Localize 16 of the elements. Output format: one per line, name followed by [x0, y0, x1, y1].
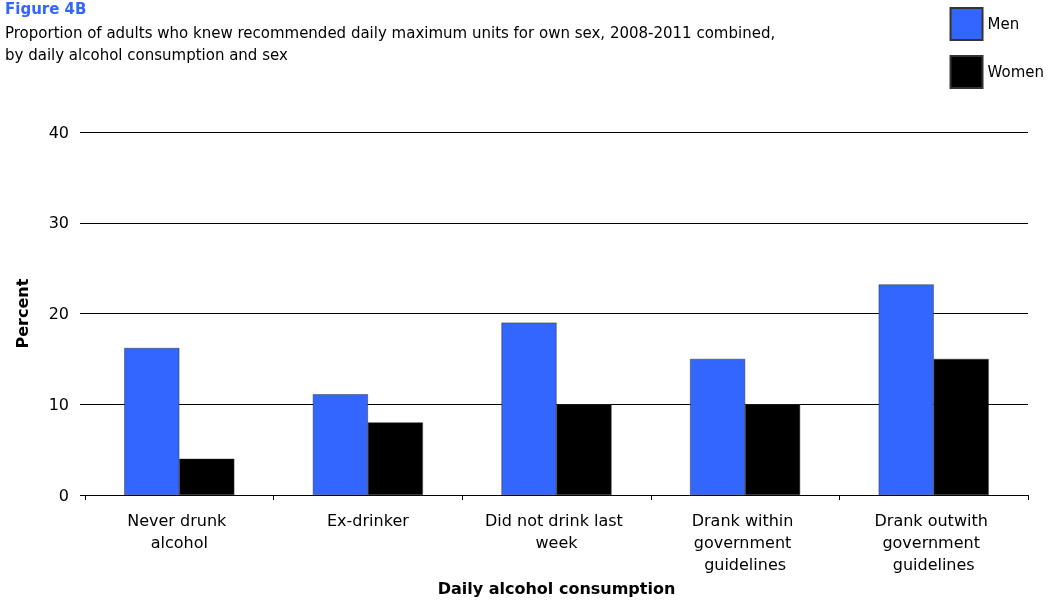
- y-axis-title: Percent: [12, 278, 32, 349]
- x-tick-label: Never drunk alcohol: [127, 510, 232, 552]
- x-tick-label: Drank within government guidelines: [691, 510, 799, 574]
- legend-label: Women: [987, 63, 1045, 81]
- x-tick-label: Ex-drinker: [327, 510, 410, 530]
- y-tick-label: 40: [48, 122, 69, 142]
- y-tick-label: 0: [58, 485, 69, 505]
- y-tick-label: 10: [48, 394, 69, 414]
- x-tick-label: Did not drink last week: [485, 510, 628, 552]
- chart-title: Figure 4B: [5, 0, 87, 18]
- x-axis-title: Daily alcohol consumption: [437, 578, 676, 598]
- y-tick-label: 30: [48, 213, 69, 233]
- y-tick-label: 20: [48, 304, 69, 324]
- x-tick-label: Drank outwith government guidelines: [874, 510, 993, 574]
- legend-label: Men: [987, 15, 1020, 33]
- chart-subtitle: Proportion of adults who knew recommended daily maximum units for own sex, 2008-2011 combined, by daily alcohol consumption and sex: [5, 24, 780, 64]
